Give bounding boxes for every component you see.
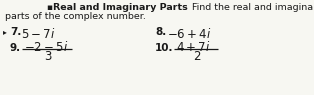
Text: 9.: 9. (10, 43, 21, 53)
Text: ▸: ▸ (3, 27, 7, 36)
Text: 8.: 8. (155, 27, 166, 37)
Text: parts of the complex number.: parts of the complex number. (5, 12, 146, 21)
Text: $3$: $3$ (44, 49, 52, 63)
Text: $-6+4i$: $-6+4i$ (167, 27, 211, 41)
Text: Real and Imaginary Parts: Real and Imaginary Parts (53, 3, 188, 12)
Text: $-2-5i$: $-2-5i$ (24, 40, 68, 54)
Text: Find the real and imaginary: Find the real and imaginary (192, 3, 314, 12)
Text: ▪: ▪ (46, 3, 52, 12)
Text: $5-7i$: $5-7i$ (21, 27, 56, 41)
Text: $4+7i$: $4+7i$ (176, 40, 211, 54)
Text: 7.: 7. (10, 27, 21, 37)
Text: $2$: $2$ (193, 49, 201, 63)
Text: 10.: 10. (155, 43, 174, 53)
